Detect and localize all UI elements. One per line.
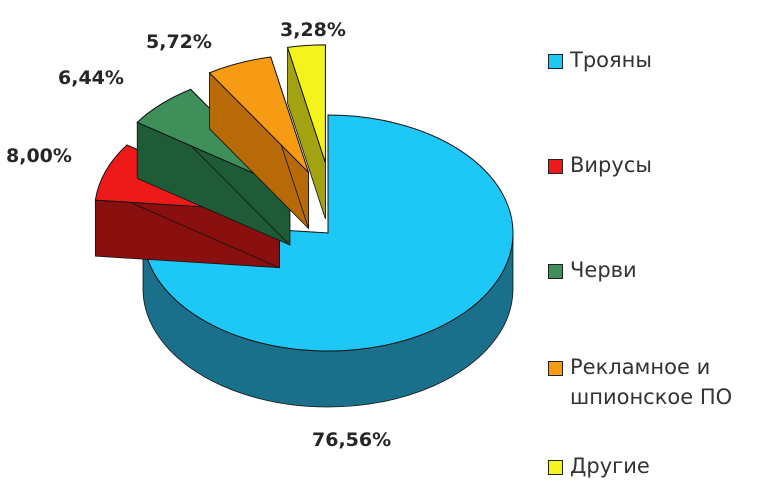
pie-slice-reklamnoe [208, 56, 310, 230]
pie-slice-top [208, 56, 310, 173]
legend-swatch-drugie [548, 460, 563, 475]
value-label-virusy: 8,00% [6, 145, 72, 167]
value-label-chervi: 6,44% [58, 67, 124, 89]
pie-slice-top [142, 114, 514, 352]
legend-label-chervi: Черви [570, 258, 637, 282]
legend-item-drugie: Другие [548, 454, 650, 481]
legend-item-virusy: Вирусы [548, 153, 652, 180]
value-label-reklamnoe: 5,72% [146, 31, 212, 53]
legend-swatch-virusy [548, 159, 563, 174]
legend-swatch-chervi [548, 264, 563, 279]
pie-slices [94, 44, 514, 408]
legend-item-chervi: Черви [548, 258, 637, 285]
legend-item-troyany: Трояны [548, 48, 652, 75]
legend-swatch-troyany [548, 54, 563, 69]
pie-slice-top [286, 44, 326, 163]
legend-item-reklamnoe: Рекламное и шпионское ПО [548, 355, 732, 412]
legend-label-virusy: Вирусы [570, 153, 652, 177]
value-label-troyany: 76,56% [312, 429, 391, 451]
legend: Трояны Вирусы Черви Рекламное и шпионско… [548, 0, 764, 486]
value-labels: 76,56% 8,00% 6,44% 5,72% 3,28% [6, 19, 391, 451]
value-label-drugie: 3,28% [280, 19, 346, 41]
legend-swatch-reklamnoe [548, 361, 563, 376]
pie-slice-drugie [286, 44, 326, 219]
legend-label-reklamnoe: Рекламное и шпионское ПО [570, 355, 733, 409]
legend-label-drugie: Другие [570, 454, 650, 478]
pie-chart: 76,56% 8,00% 6,44% 5,72% 3,28% [6, 19, 514, 451]
legend-label-troyany: Трояны [570, 48, 652, 72]
